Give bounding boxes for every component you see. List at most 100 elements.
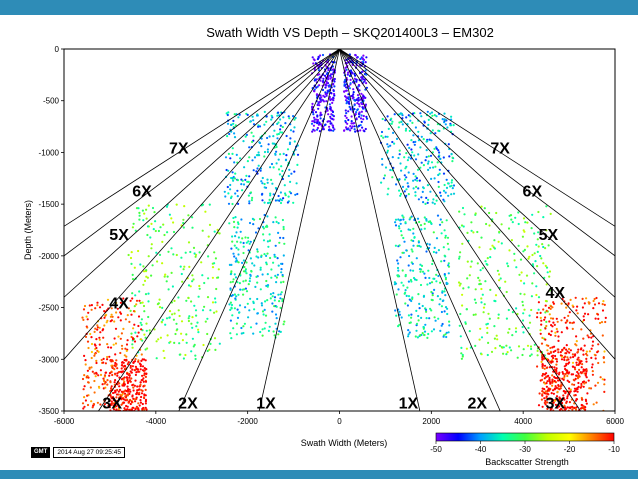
sounding-point bbox=[586, 392, 589, 395]
sounding-point bbox=[552, 302, 556, 305]
sounding-point bbox=[231, 280, 234, 283]
sounding-point bbox=[390, 117, 393, 120]
sounding-point bbox=[404, 129, 407, 132]
sounding-point bbox=[148, 329, 151, 332]
sounding-point bbox=[146, 347, 149, 350]
sounding-point bbox=[125, 376, 128, 379]
sounding-point bbox=[428, 276, 431, 280]
sounding-point bbox=[354, 74, 357, 77]
sounding-point bbox=[283, 184, 286, 187]
sounding-point bbox=[548, 270, 552, 273]
sounding-point bbox=[107, 346, 110, 349]
sounding-point bbox=[138, 299, 141, 302]
sounding-point bbox=[500, 223, 503, 226]
sounding-point bbox=[486, 353, 489, 357]
sounding-point bbox=[481, 267, 484, 270]
sounding-point bbox=[132, 397, 135, 400]
sounding-point bbox=[557, 373, 561, 376]
sounding-point bbox=[444, 191, 447, 194]
sounding-point bbox=[423, 330, 427, 333]
sounding-point bbox=[426, 242, 429, 245]
sounding-point bbox=[398, 149, 401, 152]
sounding-point bbox=[545, 309, 548, 312]
sounding-point bbox=[323, 124, 326, 127]
sounding-point bbox=[430, 281, 434, 284]
sounding-point bbox=[108, 374, 111, 377]
sounding-point bbox=[487, 312, 490, 315]
sounding-point bbox=[401, 269, 404, 272]
sounding-point bbox=[140, 338, 143, 341]
sounding-point bbox=[144, 388, 147, 391]
gmt-timestamp: GMT 2014 Aug 27 09:25:45 bbox=[31, 446, 125, 458]
sounding-point bbox=[137, 370, 140, 373]
sounding-point bbox=[203, 305, 206, 308]
sounding-point bbox=[247, 249, 250, 252]
sounding-point bbox=[355, 118, 358, 121]
sounding-point bbox=[95, 359, 98, 362]
bottom-frame-bar bbox=[0, 470, 638, 479]
sounding-point bbox=[122, 398, 125, 401]
sounding-point bbox=[418, 179, 421, 182]
sounding-point bbox=[391, 140, 394, 144]
sounding-point bbox=[115, 364, 118, 367]
sounding-point bbox=[272, 330, 275, 333]
sounding-point bbox=[247, 194, 250, 197]
sounding-point bbox=[263, 155, 266, 158]
sounding-point bbox=[236, 179, 239, 182]
sounding-point bbox=[316, 126, 319, 130]
sounding-point bbox=[382, 177, 385, 180]
sounding-point bbox=[115, 359, 118, 362]
sounding-point bbox=[587, 313, 590, 316]
sounding-point bbox=[402, 218, 405, 221]
sounding-point bbox=[321, 88, 325, 92]
sounding-point bbox=[564, 367, 567, 371]
sounding-point bbox=[398, 113, 401, 116]
sounding-point bbox=[537, 301, 541, 304]
sounding-point bbox=[284, 158, 288, 161]
sounding-point bbox=[519, 258, 523, 261]
sounding-point bbox=[435, 237, 439, 240]
sounding-point bbox=[96, 328, 99, 331]
sounding-point bbox=[121, 361, 124, 364]
sounding-point bbox=[102, 357, 105, 360]
sounding-point bbox=[553, 375, 556, 379]
sounding-point bbox=[172, 230, 176, 234]
sounding-point bbox=[269, 297, 272, 300]
sounding-point bbox=[601, 334, 604, 337]
sounding-point bbox=[407, 329, 410, 332]
sounding-point bbox=[406, 182, 409, 185]
sounding-point bbox=[105, 321, 108, 324]
sounding-point bbox=[117, 316, 120, 319]
sounding-point bbox=[276, 257, 279, 260]
sounding-point bbox=[380, 134, 383, 138]
sounding-point bbox=[217, 268, 220, 271]
swath-line-2x-port bbox=[178, 49, 340, 411]
sounding-point bbox=[242, 280, 245, 283]
sounding-point bbox=[319, 123, 322, 126]
sounding-point bbox=[279, 198, 282, 201]
sounding-point bbox=[143, 358, 146, 361]
sounding-point bbox=[601, 378, 604, 381]
sounding-point bbox=[265, 261, 268, 264]
sounding-point bbox=[141, 209, 144, 212]
sounding-point bbox=[430, 330, 433, 333]
sounding-point bbox=[150, 222, 153, 225]
sounding-point bbox=[575, 340, 578, 343]
sounding-point bbox=[582, 353, 585, 356]
sounding-point bbox=[201, 309, 205, 312]
sounding-point bbox=[232, 179, 235, 182]
sounding-point bbox=[441, 118, 444, 121]
sounding-point bbox=[357, 83, 361, 87]
sounding-point bbox=[349, 82, 352, 85]
sounding-point bbox=[91, 370, 94, 373]
sounding-point bbox=[540, 398, 544, 401]
sounding-point bbox=[438, 223, 442, 226]
sounding-point bbox=[277, 121, 280, 124]
sounding-point bbox=[546, 407, 549, 410]
sounding-point bbox=[128, 376, 131, 379]
sounding-point bbox=[386, 143, 389, 146]
sounding-point bbox=[567, 358, 570, 361]
sounding-point bbox=[439, 298, 442, 301]
sounding-point bbox=[447, 194, 450, 197]
sounding-point bbox=[279, 191, 282, 194]
